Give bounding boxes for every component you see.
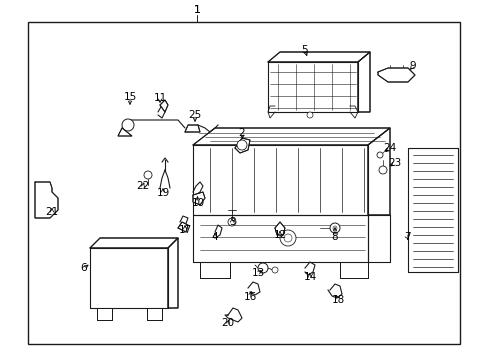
Text: 12: 12 xyxy=(273,230,286,240)
Polygon shape xyxy=(90,248,168,308)
Text: 18: 18 xyxy=(331,295,344,305)
Text: 15: 15 xyxy=(123,92,136,102)
Text: 9: 9 xyxy=(409,61,415,71)
Polygon shape xyxy=(97,308,112,320)
Circle shape xyxy=(376,152,382,158)
Circle shape xyxy=(122,119,134,131)
Circle shape xyxy=(227,218,236,226)
Polygon shape xyxy=(274,222,285,235)
Text: 21: 21 xyxy=(45,207,59,217)
Text: 20: 20 xyxy=(221,318,234,328)
Polygon shape xyxy=(235,138,249,153)
Polygon shape xyxy=(147,308,162,320)
Polygon shape xyxy=(377,68,414,82)
Text: 2: 2 xyxy=(238,128,245,138)
Circle shape xyxy=(143,171,152,179)
Circle shape xyxy=(329,223,339,233)
Bar xyxy=(28,22,459,344)
Text: 1: 1 xyxy=(193,5,200,15)
Polygon shape xyxy=(367,215,389,262)
Polygon shape xyxy=(357,52,369,112)
Text: 16: 16 xyxy=(243,292,256,302)
Circle shape xyxy=(284,234,291,242)
Text: 22: 22 xyxy=(136,181,149,191)
Polygon shape xyxy=(367,128,389,215)
Circle shape xyxy=(306,112,312,118)
Polygon shape xyxy=(184,125,200,132)
Polygon shape xyxy=(193,192,204,205)
Circle shape xyxy=(332,226,336,230)
Text: 10: 10 xyxy=(191,198,204,208)
Polygon shape xyxy=(267,52,369,62)
Text: 25: 25 xyxy=(188,110,201,120)
Polygon shape xyxy=(90,238,178,248)
Text: 8: 8 xyxy=(331,232,338,242)
Circle shape xyxy=(237,140,246,150)
Polygon shape xyxy=(118,128,132,136)
Circle shape xyxy=(378,166,386,174)
Polygon shape xyxy=(200,262,229,278)
Text: 14: 14 xyxy=(303,272,316,282)
Text: 3: 3 xyxy=(228,217,235,227)
Polygon shape xyxy=(339,262,367,278)
Polygon shape xyxy=(407,148,457,272)
Text: 17: 17 xyxy=(178,225,191,235)
Circle shape xyxy=(280,230,295,246)
Text: 19: 19 xyxy=(156,188,169,198)
Text: 1: 1 xyxy=(193,5,200,15)
Polygon shape xyxy=(267,62,357,112)
Text: 6: 6 xyxy=(81,263,87,273)
Polygon shape xyxy=(178,222,187,232)
Text: 11: 11 xyxy=(153,93,166,103)
Polygon shape xyxy=(160,100,168,112)
Text: 4: 4 xyxy=(211,232,218,242)
Circle shape xyxy=(271,267,278,273)
Text: 24: 24 xyxy=(383,143,396,153)
Text: 13: 13 xyxy=(251,268,264,278)
Text: 7: 7 xyxy=(403,232,409,242)
Polygon shape xyxy=(193,145,367,215)
Circle shape xyxy=(258,263,267,273)
Polygon shape xyxy=(168,238,178,308)
Polygon shape xyxy=(193,128,389,145)
Polygon shape xyxy=(35,182,58,218)
Text: 5: 5 xyxy=(301,45,307,55)
Polygon shape xyxy=(193,215,367,262)
Text: 23: 23 xyxy=(387,158,401,168)
